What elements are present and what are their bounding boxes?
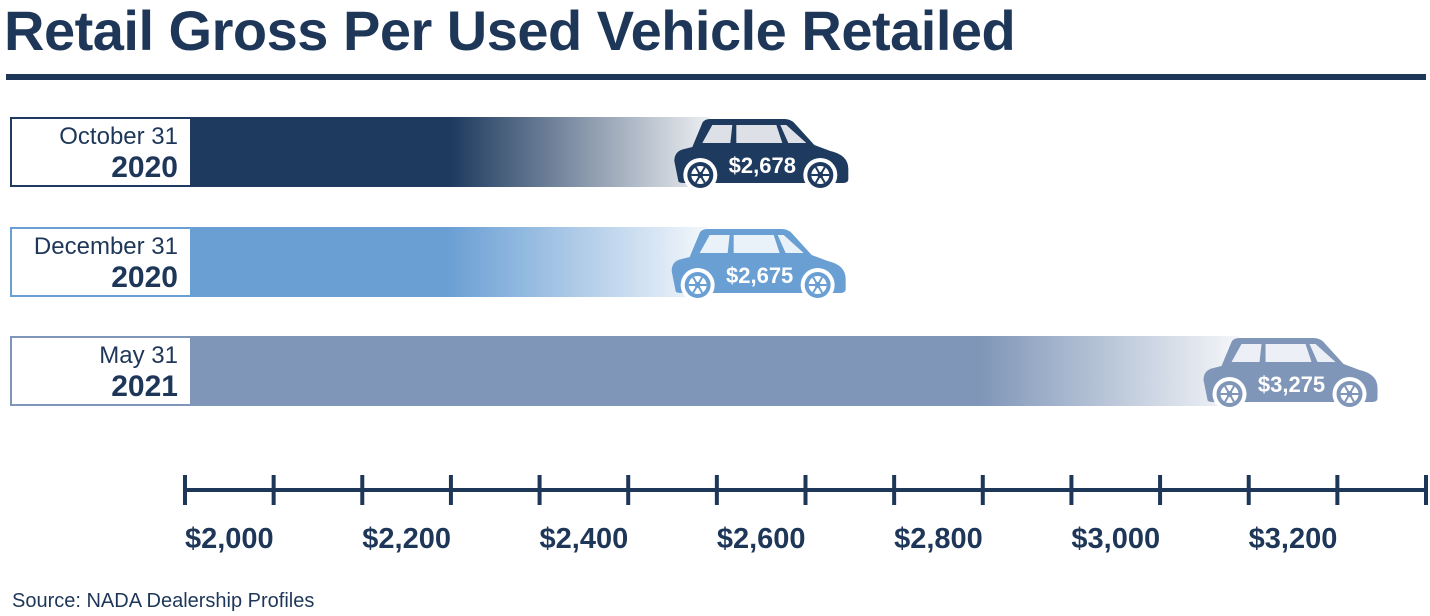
car-icon [671,229,846,302]
source-note: Source: NADA Dealership Profiles [12,590,315,612]
x-tick-label: $3,200 [1249,523,1338,555]
category-year-label: 2020 [111,151,178,184]
category-label: October 31 2020 [10,117,190,187]
x-tick-label: $2,800 [894,523,983,555]
bar [190,117,711,187]
category-date-label: October 31 [59,123,178,150]
bar [190,227,708,297]
value-label: $2,675 [726,263,793,288]
category-date-label: May 31 [99,342,178,369]
title-divider [6,74,1426,80]
chart-title: Retail Gross Per Used Vehicle Retailed [4,0,1016,62]
car-icon [1203,338,1378,411]
category-year-label: 2020 [111,261,178,294]
x-tick-label: $2,000 [185,523,274,555]
x-tick-label: $2,400 [540,523,629,555]
x-tick-label: $2,600 [717,523,806,555]
value-label: $3,275 [1258,372,1325,397]
x-tick-label: $2,200 [362,523,451,555]
x-tick-label: $3,000 [1071,523,1160,555]
category-label: May 31 2021 [10,336,190,406]
car-icon [674,119,849,192]
category-date-label: December 31 [33,233,178,260]
bar [190,336,1240,406]
category-label: December 31 2020 [10,227,190,297]
category-year-label: 2021 [111,370,178,403]
value-label: $2,678 [729,153,796,178]
